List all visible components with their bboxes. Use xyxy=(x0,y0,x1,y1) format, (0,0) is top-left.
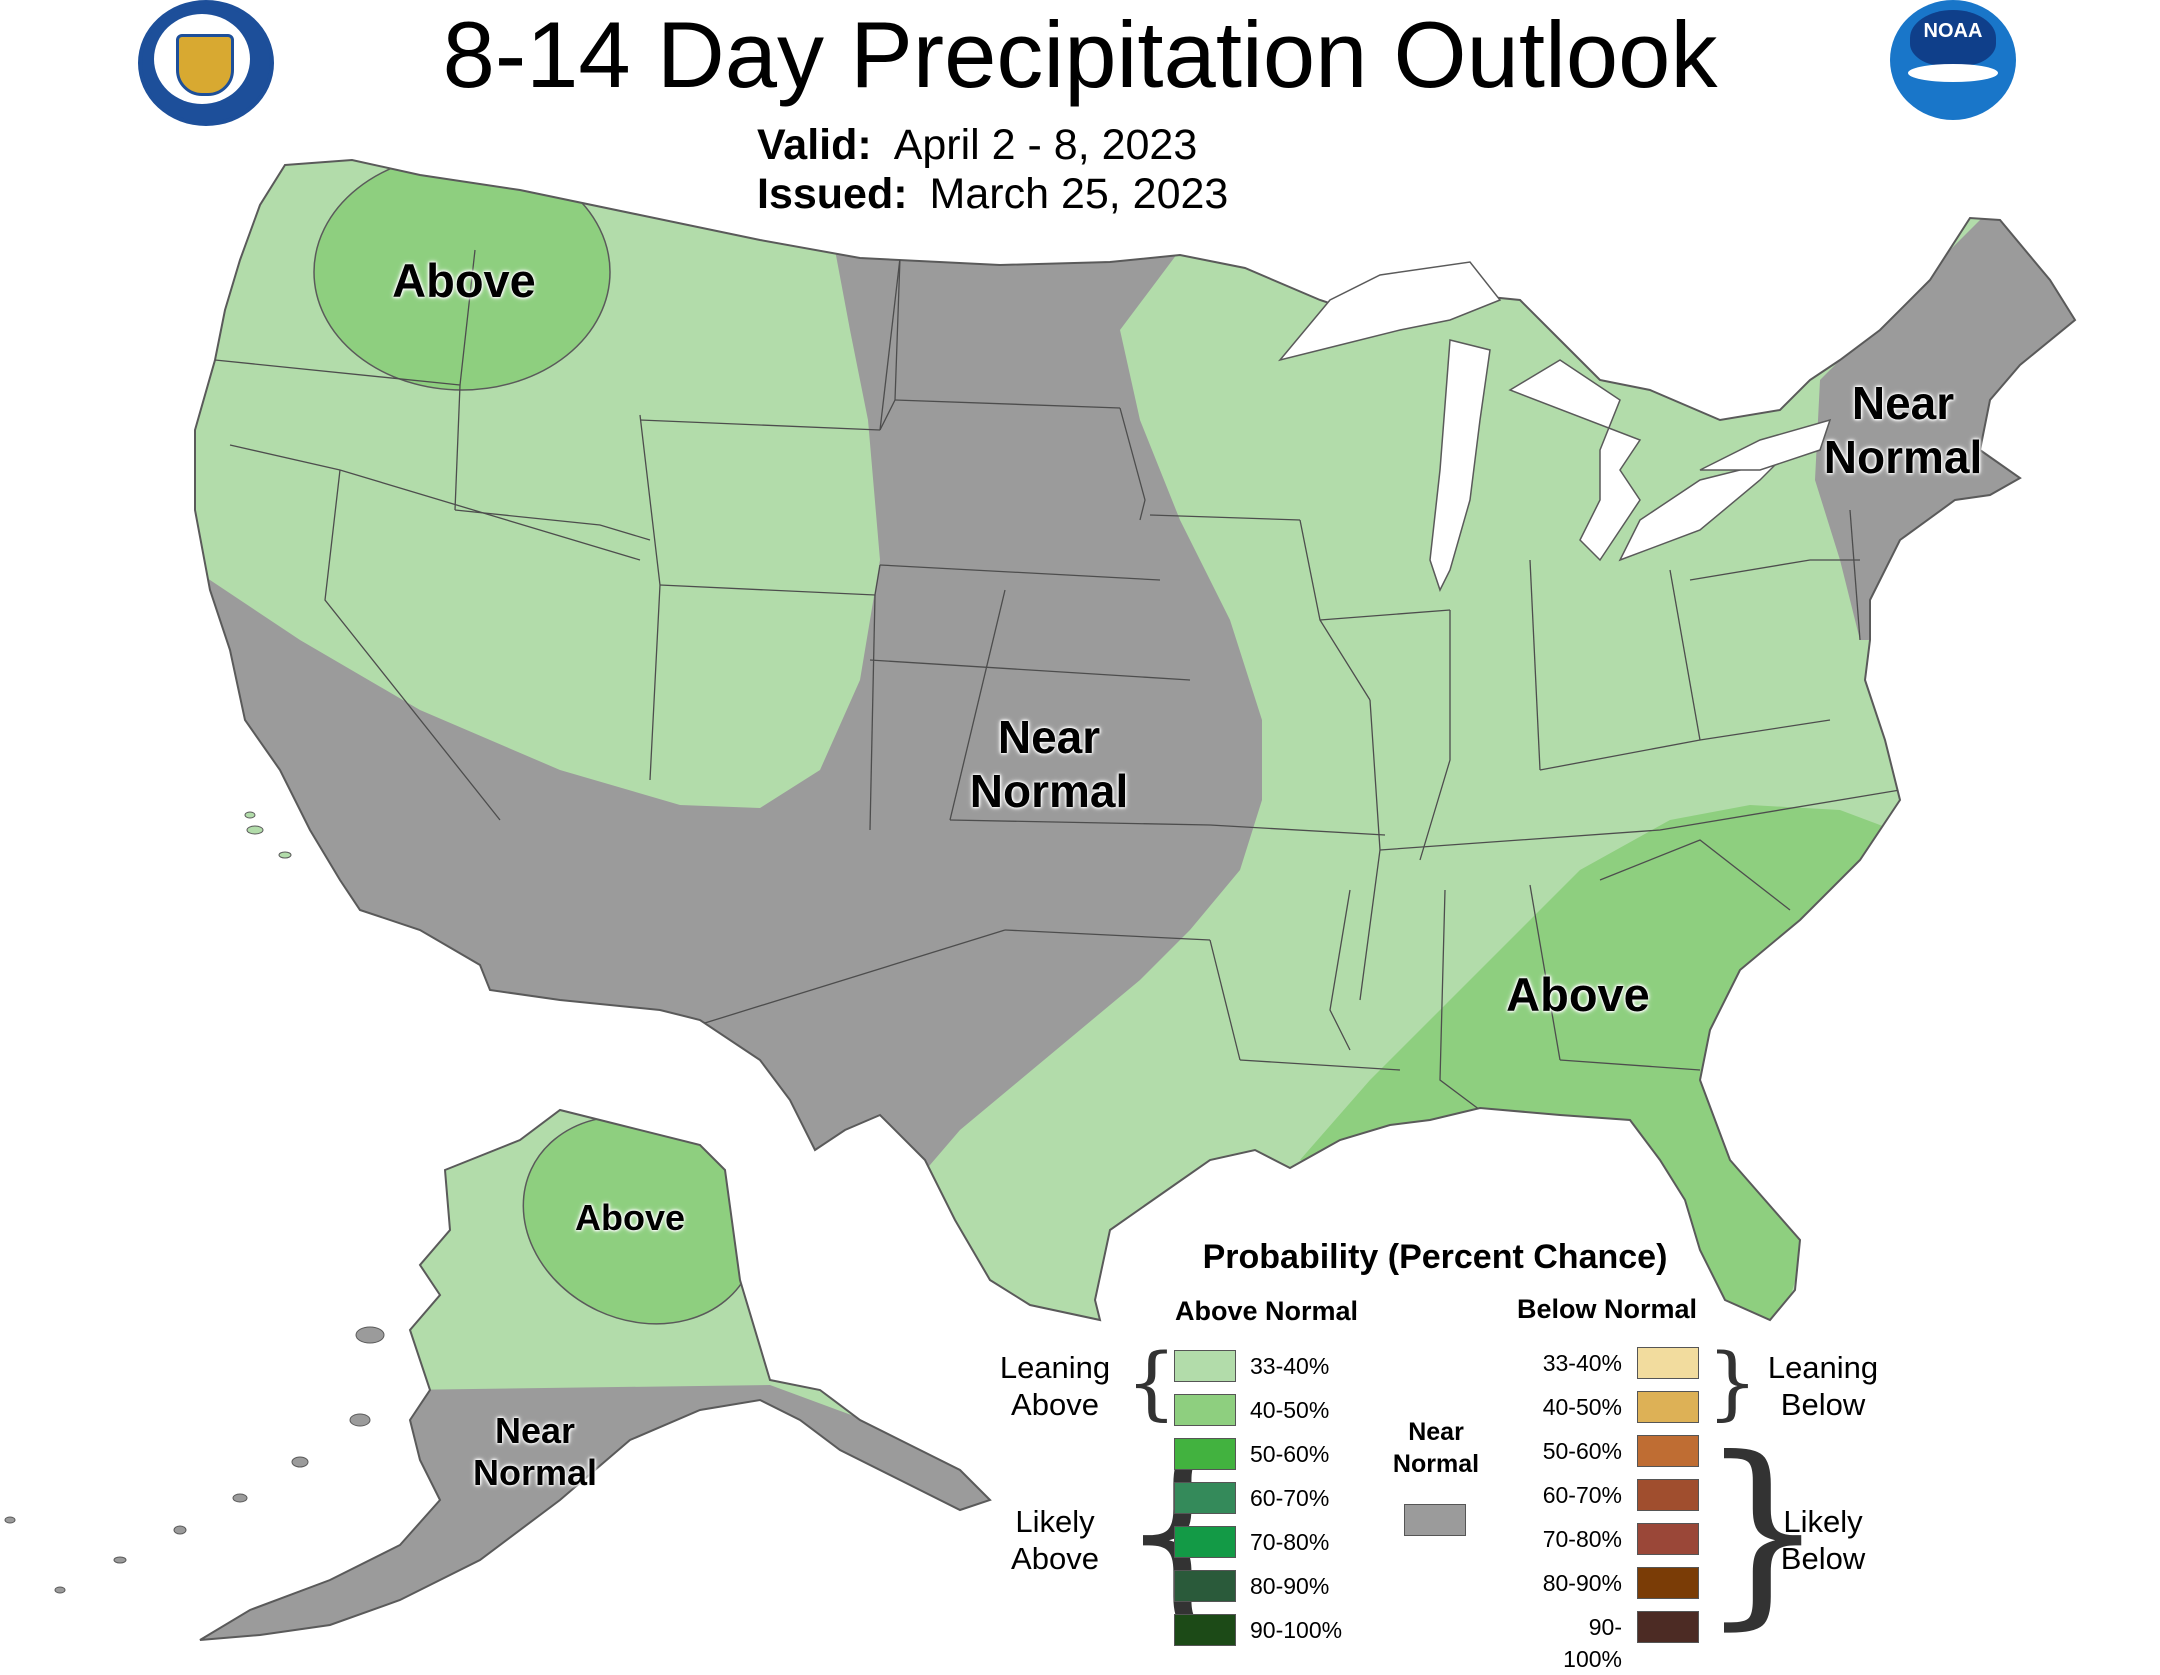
legend-below-swatch-label: 50-60% xyxy=(1542,1438,1622,1464)
legend-above-swatch xyxy=(1174,1526,1236,1558)
legend-below-swatch xyxy=(1637,1523,1699,1555)
legend-brace-leaning-below: } xyxy=(1707,1336,1758,1429)
valid-row: Valid: April 2 - 8, 2023 xyxy=(757,120,1197,170)
legend-below-swatch-label: 80-90% xyxy=(1542,1570,1622,1596)
legend-below-swatch-label: 33-40% xyxy=(1542,1350,1622,1376)
region-label-central: Near Normal xyxy=(969,711,1129,817)
legend-above-swatch xyxy=(1174,1614,1236,1646)
legend-leaning-below-label: Leaning Below xyxy=(1767,1350,1879,1422)
region-label-alaska-above: Above xyxy=(574,1197,686,1238)
valid-value: April 2 - 8, 2023 xyxy=(893,121,1198,169)
legend-above-header: Above Normal xyxy=(1175,1296,1359,1326)
department-of-commerce-seal xyxy=(138,0,274,126)
legend-brace-likely-below: } xyxy=(1699,1415,1827,1648)
legend-leaning-above-label: Leaning Above xyxy=(999,1350,1111,1422)
legend-below-header: Below Normal xyxy=(1517,1294,1698,1324)
legend-below-swatch xyxy=(1637,1347,1699,1379)
region-label-alaska-near-normal: Near Normal xyxy=(472,1410,598,1493)
legend-below-swatch-label: 90-100% xyxy=(1563,1614,1622,1672)
legend-above-swatch-label: 70-80% xyxy=(1250,1529,1330,1555)
legend-below-swatch xyxy=(1637,1391,1699,1423)
legend-below-swatch-label: 70-80% xyxy=(1542,1526,1622,1552)
hawaii-like-islets xyxy=(244,811,292,859)
legend-brace-leaning-above: { xyxy=(1126,1336,1177,1429)
legend-above-swatch-label: 50-60% xyxy=(1250,1441,1330,1467)
legend-above-swatch-label: 80-90% xyxy=(1250,1573,1330,1599)
legend-above-swatch xyxy=(1174,1350,1236,1382)
issued-value: March 25, 2023 xyxy=(929,170,1229,218)
legend-title: Probability (Percent Chance) xyxy=(1202,1238,1668,1276)
legend-above-swatch xyxy=(1174,1570,1236,1602)
legend-above-swatch xyxy=(1174,1394,1236,1426)
map-title: 8-14 Day Precipitation Outlook xyxy=(442,2,1718,107)
legend-below-swatch xyxy=(1637,1611,1699,1643)
great-lakes xyxy=(1277,261,1832,592)
issued-row: Issued: March 25, 2023 xyxy=(757,169,1228,219)
legend-likely-below-label: Likely Below xyxy=(1780,1504,1866,1576)
region-label-northeast: Near Normal xyxy=(1823,377,1983,483)
above-northwest-region xyxy=(313,160,611,391)
legend-likely-above-label: Likely Above xyxy=(1011,1504,1099,1576)
issued-label: Issued: xyxy=(757,170,908,218)
state-borders xyxy=(214,249,1901,1111)
legend-above-swatch-label: 33-40% xyxy=(1250,1353,1330,1379)
legend-near-normal-swatch xyxy=(1404,1504,1466,1536)
alaska-islands xyxy=(4,1326,385,1594)
region-label-southeast: Above xyxy=(1506,968,1650,1021)
legend-near-normal-label: Near Normal xyxy=(1392,1418,1480,1478)
legend-above-swatch xyxy=(1174,1482,1236,1514)
valid-label: Valid: xyxy=(757,121,872,169)
legend-below-swatch xyxy=(1637,1567,1699,1599)
legend-below-swatch-label: 60-70% xyxy=(1542,1482,1622,1508)
legend-above-swatch-label: 60-70% xyxy=(1250,1485,1330,1511)
legend-below-swatch-label: 40-50% xyxy=(1542,1394,1622,1420)
noaa-logo-text: NOAA xyxy=(1923,20,1983,42)
legend-above-swatch-label: 40-50% xyxy=(1250,1397,1330,1423)
legend-above-swatch-label: 90-100% xyxy=(1250,1617,1343,1643)
legend-above-swatch xyxy=(1174,1438,1236,1470)
legend-below-swatch xyxy=(1637,1479,1699,1511)
region-label-northwest: Above xyxy=(392,254,536,307)
noaa-logo: NOAA xyxy=(1890,0,2016,120)
legend-below-swatch xyxy=(1637,1435,1699,1467)
